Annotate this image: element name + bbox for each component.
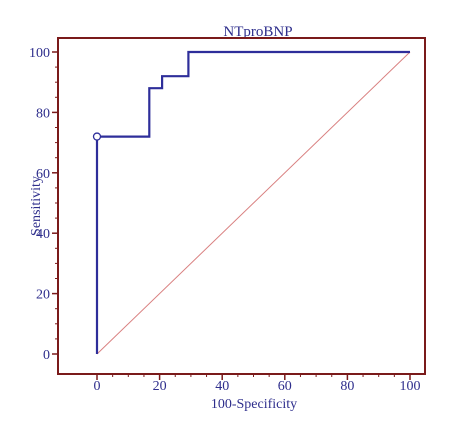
reference-diagonal (96, 51, 411, 355)
y-tick-label-40: 40 (36, 227, 50, 242)
y-axis-label: Sensitivity (29, 176, 44, 236)
x-tick-label-60: 60 (278, 379, 292, 394)
chart-title: NTproBNP (223, 24, 292, 40)
y-tick-label-80: 80 (36, 106, 50, 121)
x-tick-label-0: 0 (94, 379, 101, 394)
roc-curve (95, 50, 410, 354)
markers (92, 132, 102, 141)
x-axis-label: 100-Specificity (211, 397, 297, 412)
cutoff-marker (92, 132, 102, 141)
x-tick-label-20: 20 (153, 379, 167, 394)
plot-frame (57, 37, 426, 375)
y-tick-label-60: 60 (36, 167, 50, 182)
x-tick-label-80: 80 (340, 379, 354, 394)
tick-marks (52, 51, 411, 380)
y-tick-label-100: 100 (29, 46, 50, 61)
y-tick-label-0: 0 (43, 348, 50, 363)
x-tick-label-40: 40 (215, 379, 229, 394)
y-tick-label-20: 20 (36, 288, 50, 303)
x-tick-label-100: 100 (400, 379, 421, 394)
tick-labels: 0 20 40 60 80 100 0 20 40 60 80 100 (29, 46, 421, 394)
